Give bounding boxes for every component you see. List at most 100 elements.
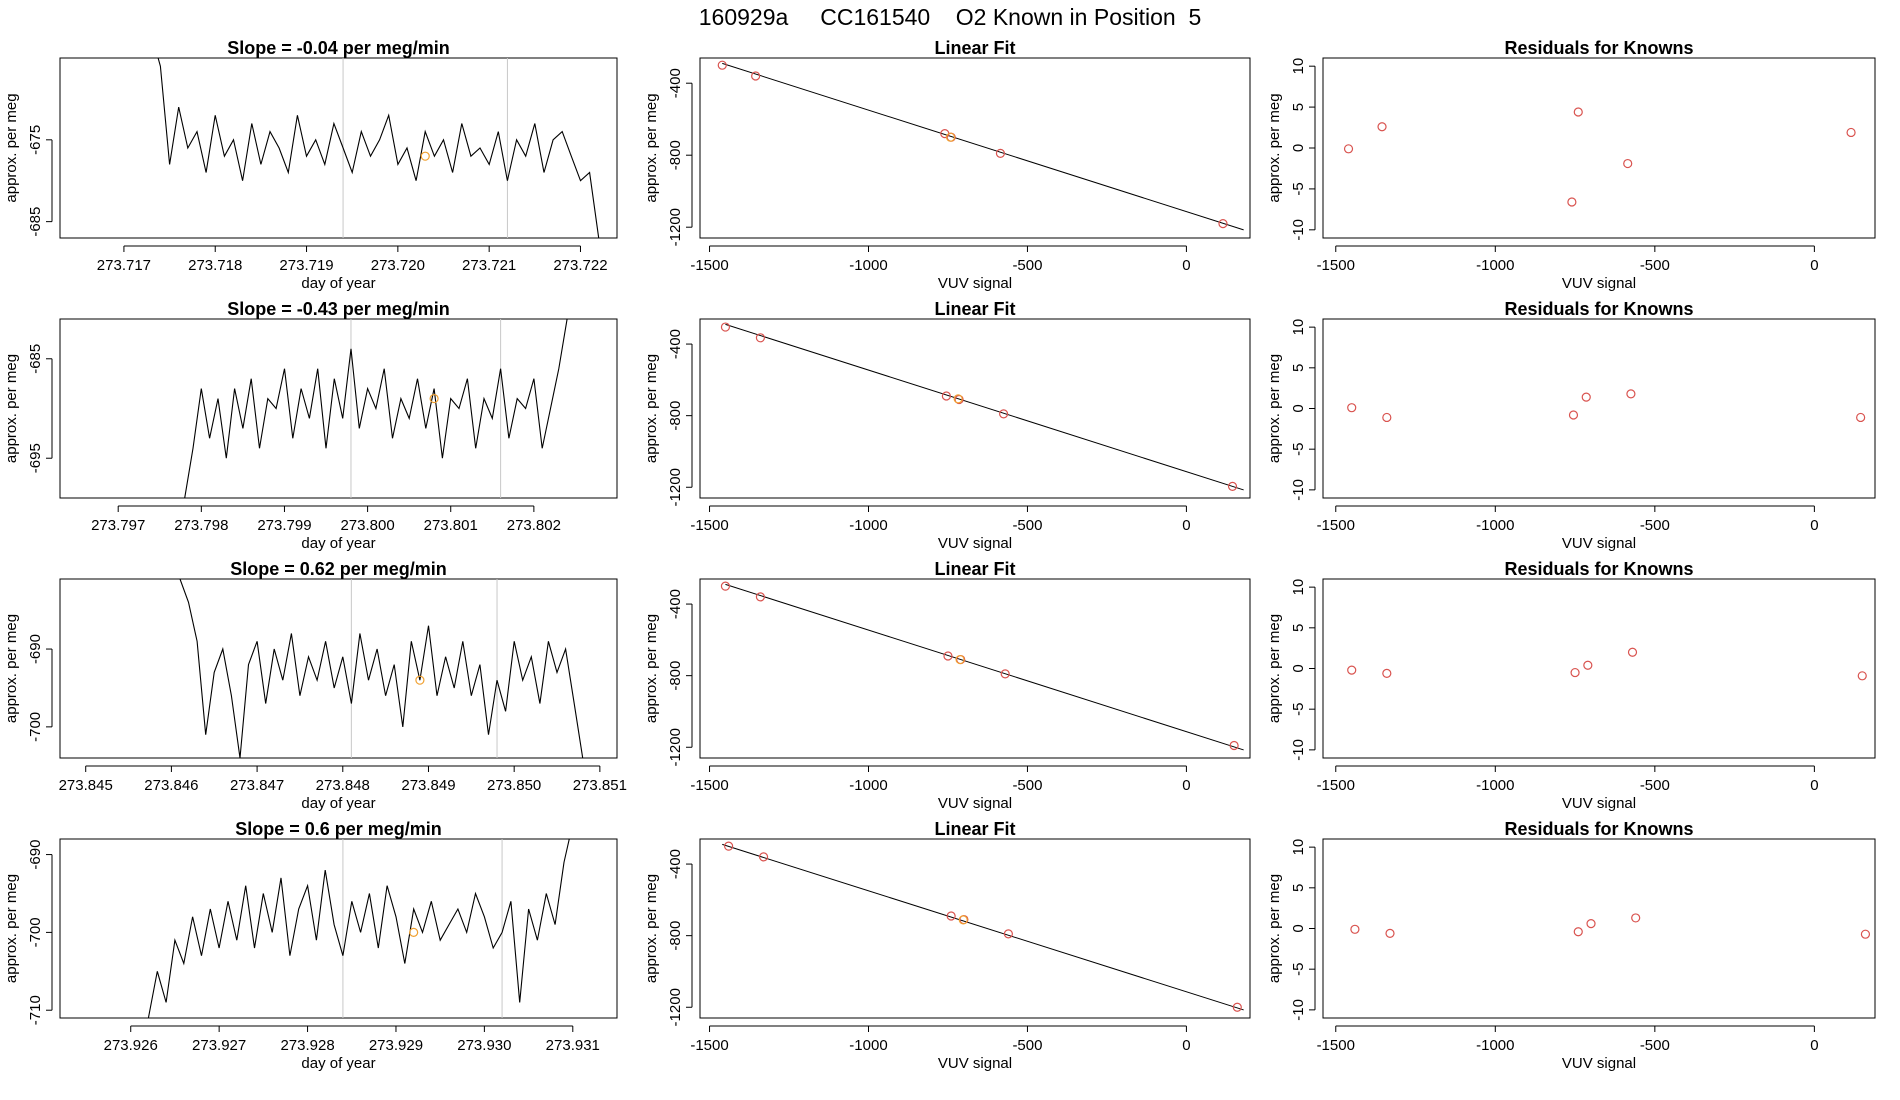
panel-3-known-point bbox=[1573, 107, 1583, 117]
panel-10-trace-line bbox=[147, 839, 570, 1018]
panel-1-x-tick-label: 273.719 bbox=[279, 257, 333, 274]
panel-3-title: Residuals for Knowns bbox=[1504, 38, 1693, 58]
panel-3-known-point bbox=[1567, 197, 1577, 207]
panel-3-x-tick-label: -1000 bbox=[1476, 257, 1514, 274]
panel-5-fit-line bbox=[725, 323, 1244, 491]
panel-6-y-tick-label: 10 bbox=[1290, 319, 1307, 336]
panel-11-y-tick-label: -800 bbox=[667, 921, 684, 951]
panel-11-y-tick-label: -400 bbox=[667, 849, 684, 879]
panel-11-known-point bbox=[758, 852, 769, 862]
panel-3-x-axis-label: VUV signal bbox=[1562, 275, 1636, 292]
panel-6-x-tick-label: -1000 bbox=[1476, 517, 1514, 534]
panel-2-unknown-point bbox=[945, 132, 956, 142]
panel-6-known-point bbox=[1581, 392, 1591, 402]
panel-3-y-tick-label: 10 bbox=[1290, 58, 1307, 75]
panel-11-y-tick-label: -1200 bbox=[667, 988, 684, 1026]
panel-6-known-point bbox=[1626, 389, 1636, 399]
panel-9-y-tick-label: 10 bbox=[1290, 579, 1307, 596]
panel-4-y-tick-label: -685 bbox=[27, 344, 44, 374]
panel-8-known-point bbox=[1000, 669, 1010, 679]
panel-9-known-point bbox=[1857, 671, 1867, 681]
panel-4-x-tick-label: 273.797 bbox=[91, 517, 145, 534]
panel-5-y-tick-label: -800 bbox=[667, 401, 684, 431]
panel-12-y-tick-label: -5 bbox=[1290, 963, 1307, 976]
panel-11-unknown-point bbox=[958, 915, 968, 925]
panel-2-x-axis-label: VUV signal bbox=[938, 275, 1012, 292]
panel-7-x-tick-label: 273.850 bbox=[487, 777, 541, 794]
panel-4-x-tick-label: 273.802 bbox=[507, 517, 561, 534]
panel-11-title: Linear Fit bbox=[934, 819, 1015, 839]
panel-6-known-point bbox=[1568, 410, 1579, 420]
panel-8-x-axis-label: VUV signal bbox=[938, 795, 1012, 812]
panel-5-x-tick-label: -1000 bbox=[849, 517, 887, 534]
panel-5-known-point bbox=[1227, 481, 1238, 491]
panel-3-frame bbox=[1322, 57, 1876, 239]
panel-8-y-axis-label: approx. per meg bbox=[643, 614, 660, 723]
panel-10-highlight-point bbox=[409, 927, 419, 937]
panel-11-x-tick-label: 0 bbox=[1182, 1037, 1190, 1054]
panel-4-x-tick-label: 273.800 bbox=[340, 517, 394, 534]
panel-4-x-tick-label: 273.798 bbox=[174, 517, 228, 534]
panel-1-x-tick-label: 273.722 bbox=[553, 257, 607, 274]
panel-12-known-point bbox=[1586, 919, 1596, 929]
panel-4-title: Slope = -0.43 per meg/min bbox=[227, 299, 450, 319]
panel-10-x-tick-label: 273.931 bbox=[546, 1037, 600, 1054]
panel-4-y-tick-label: -695 bbox=[27, 443, 44, 473]
panel-2-known-point bbox=[751, 71, 761, 81]
panel-7-x-tick-label: 273.849 bbox=[401, 777, 455, 794]
panel-10-title: Slope = 0.6 per meg/min bbox=[235, 819, 442, 839]
panel-8-known-point bbox=[1229, 740, 1239, 751]
panel-5-y-tick-label: -1200 bbox=[667, 468, 684, 506]
panel-12-title: Residuals for Knowns bbox=[1504, 819, 1693, 839]
panel-8-fit-line bbox=[725, 583, 1244, 751]
panel-5-x-tick-label: -500 bbox=[1012, 517, 1042, 534]
panel-5-known-point bbox=[941, 391, 951, 401]
panel-2-y-tick-label: -400 bbox=[667, 68, 684, 98]
panel-3-known-point bbox=[1623, 158, 1633, 169]
panel-4-x-axis-label: day of year bbox=[301, 535, 375, 552]
panel-8-known-point bbox=[755, 592, 766, 602]
panel-1-x-tick-label: 273.721 bbox=[462, 257, 516, 274]
panel-4-trace-line bbox=[184, 319, 568, 498]
panel-7-title: Slope = 0.62 per meg/min bbox=[230, 559, 447, 579]
panel-11-x-tick-label: -1000 bbox=[849, 1037, 887, 1054]
panel-7-x-tick-label: 273.846 bbox=[144, 777, 198, 794]
panel-1-highlight-point bbox=[420, 151, 430, 161]
panel-9-x-axis-label: VUV signal bbox=[1562, 795, 1636, 812]
panel-9-known-point bbox=[1347, 665, 1357, 675]
panel-6-known-point bbox=[1856, 412, 1866, 423]
panel-5-y-axis-label: approx. per meg bbox=[643, 354, 660, 463]
panel-9-y-tick-label: 5 bbox=[1290, 624, 1307, 632]
panel-1-x-axis-label: day of year bbox=[301, 275, 375, 292]
panel-6-x-tick-label: -500 bbox=[1640, 517, 1670, 534]
panel-3-y-tick-label: 0 bbox=[1290, 144, 1307, 152]
panel-9-known-point bbox=[1382, 668, 1392, 678]
panel-5-y-tick-label: -400 bbox=[667, 329, 684, 359]
panel-10-x-tick-label: 273.927 bbox=[192, 1037, 246, 1054]
panel-12-y-tick-label: 5 bbox=[1290, 884, 1307, 892]
panel-12-x-tick-label: -500 bbox=[1640, 1037, 1670, 1054]
panel-1-trace-line bbox=[157, 58, 600, 238]
panel-9-y-tick-label: 0 bbox=[1290, 664, 1307, 672]
panel-4-highlight-point bbox=[429, 393, 439, 404]
panel-6-y-tick-label: -10 bbox=[1290, 479, 1307, 501]
panel-7-trace-line bbox=[179, 579, 584, 758]
panel-4-x-tick-label: 273.801 bbox=[424, 517, 478, 534]
panel-9-known-point bbox=[1627, 647, 1638, 657]
panel-7-highlight-point bbox=[415, 675, 425, 685]
panel-10-x-tick-label: 273.929 bbox=[369, 1037, 423, 1054]
panel-8-x-tick-label: 0 bbox=[1182, 777, 1190, 794]
panel-3-y-tick-label: -10 bbox=[1290, 219, 1307, 241]
panel-2-fit-line bbox=[722, 62, 1244, 231]
panel-6-y-axis-label: approx. per meg bbox=[1266, 354, 1283, 463]
panel-11-known-point bbox=[724, 841, 734, 851]
panel-10-x-axis-label: day of year bbox=[301, 1055, 375, 1072]
panel-5-x-axis-label: VUV signal bbox=[938, 535, 1012, 552]
panel-11-x-tick-label: -500 bbox=[1012, 1037, 1042, 1054]
panel-9-known-point bbox=[1570, 667, 1580, 678]
panel-3-x-tick-label: 0 bbox=[1810, 257, 1818, 274]
panel-2-x-tick-label: 0 bbox=[1182, 257, 1190, 274]
panel-9-y-tick-label: -10 bbox=[1290, 739, 1307, 761]
panel-10-frame bbox=[59, 838, 618, 1019]
